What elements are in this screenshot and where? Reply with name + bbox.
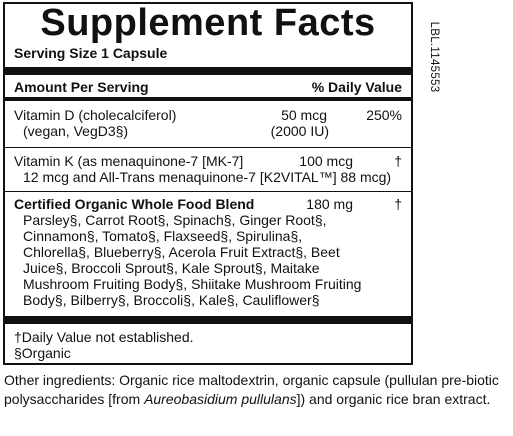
thick-rule — [5, 316, 411, 324]
blend-amount: 180 mg — [306, 196, 353, 212]
other-ingredients-italic: Aureobasidium pullulans — [144, 391, 297, 407]
label-code-text: LBL.1145553 — [428, 21, 440, 93]
label-code: LBL.1145553 — [426, 8, 442, 106]
footnote-organic: §Organic — [14, 345, 71, 361]
footnote-daily-value: †Daily Value not established. — [14, 329, 194, 345]
vitamin-k-amount: 100 mcg — [299, 153, 353, 169]
vitamin-d-amount: 50 mcg — [281, 107, 327, 123]
blend-ingredients-line: Mushroom Fruiting Body§, Shiitake Mushro… — [23, 276, 362, 292]
row-divider — [5, 191, 411, 192]
other-ingredients: Other ingredients: Organic rice maltodex… — [4, 371, 510, 409]
other-ingredients-text: Other ingredients: Organic rice maltodex… — [4, 372, 499, 407]
vitamin-k-sub: 12 mcg and All-Trans menaquinone-7 [K2VI… — [23, 169, 392, 185]
blend-ingredients-line: Body§, Bilberry§, Broccoli§, Kale§, Caul… — [23, 292, 320, 308]
blend-dv: † — [394, 196, 402, 212]
daily-value-header: % Daily Value — [311, 79, 402, 95]
thick-rule — [5, 67, 411, 75]
other-ingredients-text-end: ]) and organic rice bran extract. — [296, 391, 491, 407]
amount-header: Amount Per Serving — [14, 79, 149, 95]
vitamin-d-name: Vitamin D (cholecalciferol) — [14, 107, 177, 123]
blend-ingredients-line: Cinnamon§, Tomato§, Flaxseed§, Spirulina… — [23, 228, 303, 244]
supplement-facts-panel: Supplement Facts Serving Size 1 Capsule … — [3, 2, 413, 365]
blend-ingredients-line: Parsley§, Carrot Root§, Spinach§, Ginger… — [23, 212, 327, 228]
vitamin-d-sub: (vegan, VegD3§) — [23, 123, 129, 139]
blend-ingredients-line: Chlorella§, Blueberry§, Acerola Fruit Ex… — [23, 244, 340, 260]
serving-size: Serving Size 1 Capsule — [14, 45, 168, 61]
blend-name: Certified Organic Whole Food Blend — [14, 196, 255, 212]
vitamin-k-dv: † — [394, 153, 402, 169]
medium-rule — [5, 97, 411, 101]
vitamin-d-dv: 250% — [366, 107, 402, 123]
vitamin-k-name: Vitamin K (as menaquinone-7 [MK-7] — [14, 153, 244, 169]
panel-title: Supplement Facts — [40, 2, 376, 44]
vitamin-d-amount-iu: (2000 IU) — [270, 123, 329, 139]
row-divider — [5, 147, 411, 148]
blend-ingredients-line: Juice§, Broccoli Sprout§, Kale Sprout§, … — [23, 260, 320, 276]
